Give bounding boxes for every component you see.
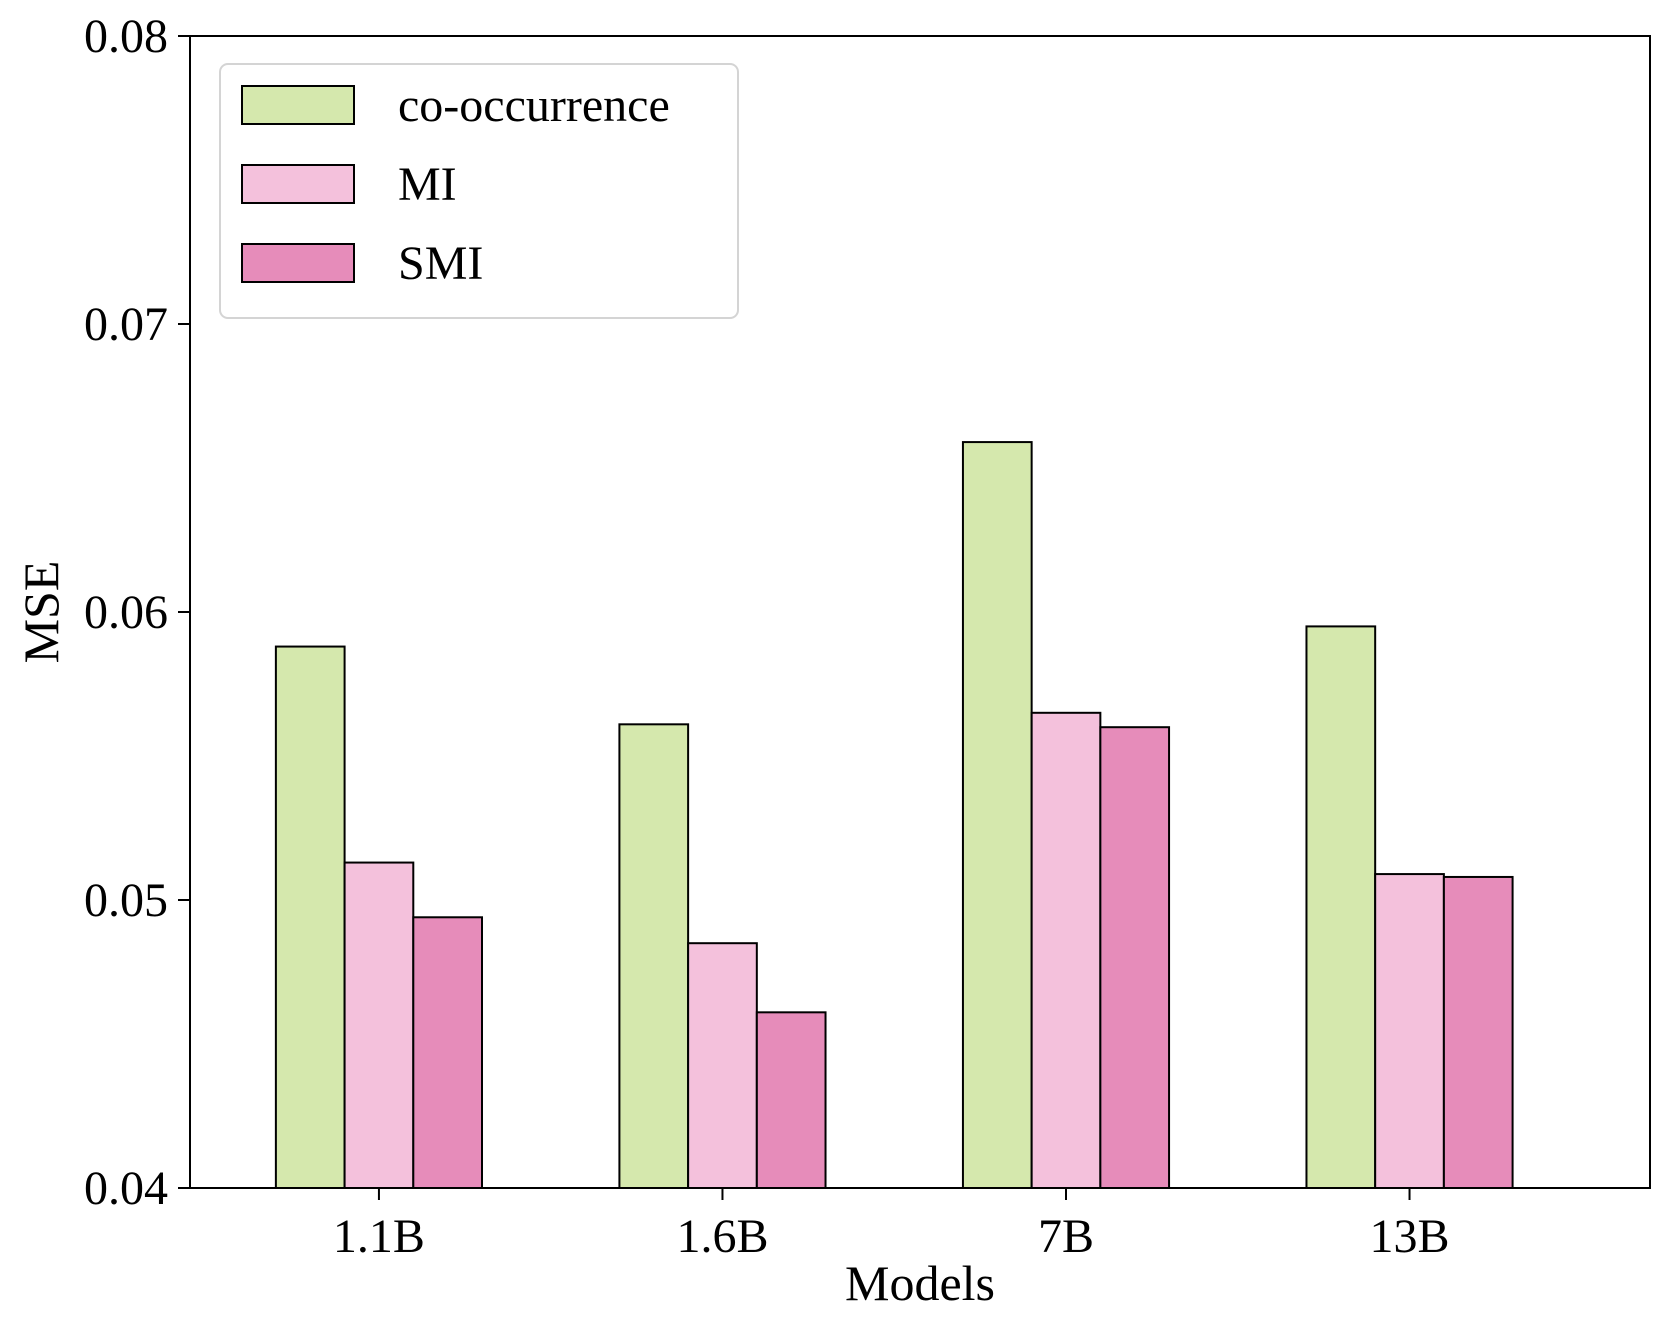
legend-label-smi: SMI bbox=[398, 237, 483, 290]
bar-smi-13b bbox=[1442, 875, 1514, 1190]
legend-swatch-smi bbox=[241, 243, 355, 283]
legend-label-co-occurrence: co-occurrence bbox=[398, 79, 670, 132]
x-axis-title: Models bbox=[845, 1255, 995, 1311]
y-tick-label: 0.04 bbox=[84, 1162, 168, 1215]
y-axis-title: MSE bbox=[13, 561, 69, 664]
y-tick-label: 0.07 bbox=[84, 298, 168, 351]
x-tick-label: 13B bbox=[1370, 1210, 1450, 1263]
bar-mi-1-1b bbox=[343, 861, 415, 1189]
bars-group bbox=[274, 441, 1514, 1190]
x-axis-ticks: 1.1B 1.6B 7B 13B bbox=[333, 1188, 1450, 1263]
x-tick-label: 7B bbox=[1038, 1210, 1094, 1263]
legend-swatch-mi bbox=[241, 164, 355, 204]
bar-co-occurrence-1-1b bbox=[274, 645, 346, 1189]
legend-swatch-co-occurrence bbox=[241, 85, 355, 125]
legend: co-occurrence MI SMI bbox=[219, 63, 739, 319]
bar-co-occurrence-7b bbox=[961, 441, 1033, 1189]
x-tick-label: 1.6B bbox=[676, 1210, 768, 1263]
legend-label-mi: MI bbox=[398, 158, 457, 211]
bar-smi-7b bbox=[1099, 726, 1171, 1189]
bar-mi-13b bbox=[1374, 873, 1445, 1190]
y-tick-label: 0.06 bbox=[84, 586, 168, 639]
y-tick-label: 0.08 bbox=[84, 10, 168, 63]
bar-co-occurrence-13b bbox=[1305, 625, 1377, 1189]
bar-co-occurrence-1-6b bbox=[618, 723, 690, 1189]
y-tick-label: 0.05 bbox=[84, 874, 168, 927]
bar-smi-1-1b bbox=[412, 916, 484, 1190]
y-axis-ticks: 0.04 0.05 0.06 0.07 0.08 bbox=[84, 10, 190, 1215]
x-tick-label: 1.1B bbox=[333, 1210, 425, 1263]
bar-mi-7b bbox=[1030, 711, 1102, 1189]
bar-mi-1-6b bbox=[687, 942, 758, 1190]
bar-smi-1-6b bbox=[755, 1011, 827, 1189]
